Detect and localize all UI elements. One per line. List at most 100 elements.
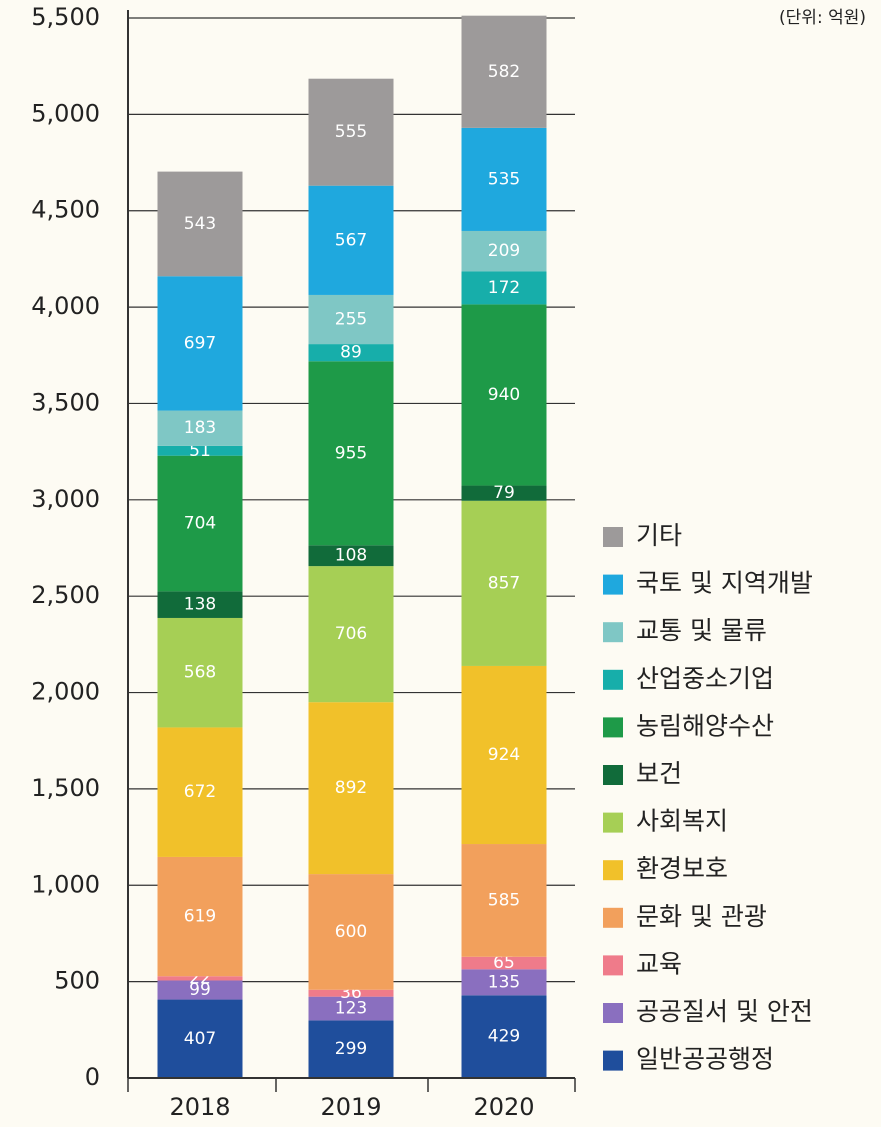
value-label: 582 (488, 62, 520, 82)
y-tick-label: 1,500 (31, 774, 100, 802)
legend-swatch (603, 622, 623, 643)
x-tick-label: 2018 (169, 1093, 230, 1121)
x-tick-label: 2020 (473, 1093, 534, 1121)
bar-segment (308, 989, 394, 997)
bar-segment (157, 445, 243, 456)
bar-segment (461, 485, 547, 501)
legend-label: 산업중소기업 (636, 664, 774, 693)
value-label: 535 (488, 169, 520, 189)
bar-segment (461, 995, 547, 1078)
legend-swatch (603, 955, 623, 976)
value-label: 255 (335, 310, 367, 330)
legend-swatch (603, 717, 623, 738)
value-label: 407 (184, 1029, 216, 1049)
value-label: 135 (488, 972, 520, 992)
legend-label: 공공질서 및 안전 (636, 997, 813, 1026)
value-label: 857 (488, 573, 520, 593)
value-label: 183 (184, 418, 216, 438)
legend-label: 사회복지 (636, 807, 728, 836)
value-label: 429 (488, 1027, 520, 1047)
legend-swatch (603, 812, 623, 833)
legend-swatch (603, 765, 623, 785)
legend-label: 농림해양수산 (636, 711, 774, 740)
legend-swatch (603, 907, 623, 928)
legend-swatch (603, 527, 623, 547)
legend-swatch (603, 574, 623, 595)
bar-segment (308, 1020, 394, 1078)
bar-segment (461, 500, 547, 666)
y-tick-label: 500 (54, 967, 100, 995)
legend-swatch (603, 1050, 623, 1071)
bar-segment (308, 545, 394, 567)
value-label: 672 (184, 782, 216, 802)
y-tick-label: 2,500 (31, 581, 100, 609)
bar-segment (157, 171, 243, 277)
y-tick-label: 5,500 (31, 3, 100, 31)
value-label: 138 (184, 595, 216, 615)
legend-label: 일반공공행정 (636, 1045, 774, 1074)
bar-segment (461, 844, 547, 957)
bar-segment (157, 980, 243, 1000)
value-label: 704 (184, 514, 216, 534)
bar-segment (308, 344, 394, 362)
legend-label: 문화 및 관광 (636, 902, 767, 931)
legend-label: 교통 및 물류 (636, 616, 767, 645)
bar-segment (308, 361, 394, 546)
y-tick-label: 3,500 (31, 388, 100, 416)
bar-segment (157, 591, 243, 618)
bar-segment (157, 617, 243, 728)
value-label: 79 (493, 483, 515, 503)
value-label: 89 (340, 343, 362, 363)
bar-segment (308, 702, 394, 875)
legend-label: 보건 (636, 759, 682, 788)
unit-note: (단위: 억원) (779, 8, 866, 28)
bar-segment (461, 956, 547, 970)
bar-segment (308, 566, 394, 703)
legend-label: 국토 및 지역개발 (636, 569, 813, 598)
bar-segment (308, 185, 394, 295)
y-tick-label: 2,000 (31, 678, 100, 706)
value-label: 697 (184, 333, 216, 353)
value-label: 99 (189, 980, 211, 1000)
legend-label: 기타 (636, 521, 682, 550)
value-label: 209 (488, 241, 520, 261)
value-label: 172 (488, 278, 520, 298)
value-label: 543 (184, 214, 216, 234)
bar-segment (308, 78, 394, 186)
value-label: 892 (335, 778, 367, 798)
value-label: 600 (335, 922, 367, 942)
value-label: 65 (493, 953, 515, 973)
bar-segment (308, 294, 394, 345)
bar-segment (157, 856, 243, 977)
value-label: 955 (335, 443, 367, 463)
bar-segment (461, 665, 547, 845)
y-tick-label: 4,000 (31, 292, 100, 320)
value-label: 567 (335, 230, 367, 250)
value-label: 924 (488, 745, 520, 765)
y-tick-label: 0 (85, 1063, 100, 1091)
value-label: 940 (488, 385, 520, 405)
legend-swatch (603, 1003, 623, 1023)
bar-segment (308, 874, 394, 990)
value-label: 585 (488, 890, 520, 910)
value-label: 108 (335, 546, 367, 566)
bar-segment (461, 230, 547, 272)
value-label: 123 (335, 999, 367, 1019)
bar-segment (461, 127, 547, 231)
y-tick-label: 5,000 (31, 99, 100, 127)
value-label: 619 (184, 907, 216, 927)
y-tick-label: 3,000 (31, 485, 100, 513)
y-tick-label: 4,500 (31, 196, 100, 224)
value-label: 568 (184, 663, 216, 683)
legend-label: 교육 (636, 949, 682, 978)
bar-segment (461, 15, 547, 128)
bar-segment (157, 999, 243, 1078)
bar-segment (461, 271, 547, 305)
bar-segment (157, 976, 243, 981)
bar-segment (157, 727, 243, 857)
bar-segment (308, 996, 394, 1021)
legend-swatch (603, 860, 623, 881)
value-label: 299 (335, 1039, 367, 1059)
bar-segment (157, 410, 243, 446)
